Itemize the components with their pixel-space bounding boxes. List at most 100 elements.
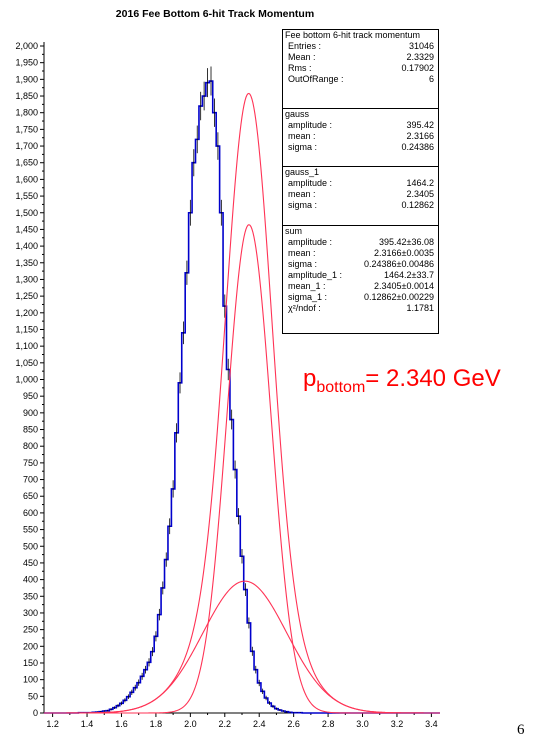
y-tick-label: 1,000 — [15, 375, 38, 385]
chart-title: 2016 Fee Bottom 6-hit Track Momentum — [115, 8, 315, 20]
y-tick-label: 1,700 — [15, 141, 38, 151]
stats-key: OutOfRange : — [288, 74, 344, 84]
stats-key: Entries : — [288, 41, 322, 51]
stats-value: 2.3405±0.0014 — [374, 281, 434, 291]
y-tick-label: 500 — [23, 541, 38, 551]
stats-row: sigma_1 : 0.12862±0.00229 — [283, 292, 438, 303]
stats-key: sigma_1 : — [288, 292, 328, 302]
y-tick-label: 1,350 — [15, 258, 38, 268]
stats-block-gauss-1: gauss_1 amplitude :1464.2 mean :2.3405 sig… — [283, 166, 438, 225]
y-tick-label: 300 — [23, 608, 38, 618]
stats-row: Mean : 2.3329 — [283, 52, 438, 63]
stats-value: 395.42±36.08 — [379, 237, 434, 247]
y-tick-label: 1,850 — [15, 91, 38, 101]
y-tick-label: 750 — [23, 458, 38, 468]
stats-value: 2.3166±0.0035 — [374, 248, 434, 258]
x-tick-label: 1.4 — [81, 719, 94, 729]
y-tick-label: 50 — [28, 691, 38, 701]
y-tick-label: 1,400 — [15, 241, 38, 251]
stats-block-sum: sum amplitude : 395.42±36.08 mean : 2.3166±… — [283, 225, 438, 335]
stats-block-histogram: Fee bottom 6-hit track momentum Entries … — [283, 30, 438, 108]
stats-row: mean : 2.3405 — [283, 189, 438, 200]
stats-value: 31046 — [408, 41, 434, 51]
fit-gauss-1-curve — [44, 224, 440, 714]
y-tick-label: 1,100 — [15, 341, 38, 351]
annotation-symbol: p — [303, 365, 317, 392]
x-tick-label: 1.8 — [150, 719, 163, 729]
stats-key: sigma : — [288, 200, 318, 210]
stats-key: mean : — [288, 248, 316, 258]
stats-value: 0.12862 — [401, 200, 434, 210]
stats-key: χ²/ndof : — [288, 303, 321, 313]
stats-row: amplitude : 395.42±36.08 — [283, 237, 438, 248]
stats-row: χ²/ndof : 1.1781 — [283, 303, 438, 314]
stats-value: 395.42 — [406, 120, 434, 130]
y-tick-label: 650 — [23, 491, 38, 501]
stats-value: 1.1781 — [406, 303, 434, 313]
y-tick-label: 1,250 — [15, 291, 38, 301]
x-tick-label: 2.8 — [322, 719, 335, 729]
stats-value: 1464.2 — [406, 178, 434, 188]
y-tick-label: 250 — [23, 625, 38, 635]
stats-value: 0.24386 — [401, 142, 434, 152]
momentum-annotation: pbottom= 2.340 GeV — [303, 365, 501, 397]
y-tick-label: 1,550 — [15, 191, 38, 201]
stats-key: sigma : — [288, 259, 318, 269]
stats-key: mean : — [288, 189, 316, 199]
x-tick-label: 2.2 — [219, 719, 232, 729]
stats-gauss-title: gauss — [285, 109, 310, 119]
y-tick-label: 350 — [23, 591, 38, 601]
y-tick-label: 200 — [23, 641, 38, 651]
x-tick-label: 3.0 — [356, 719, 369, 729]
y-tick-label: 700 — [23, 475, 38, 485]
y-tick-label: 1,800 — [15, 108, 38, 118]
stats-value: 0.17902 — [401, 63, 434, 73]
stats-value: 0.12862±0.00229 — [363, 292, 434, 302]
stats-value: 1464.2±33.7 — [384, 270, 434, 280]
x-tick-label: 3.2 — [391, 719, 404, 729]
y-tick-label: 600 — [23, 508, 38, 518]
stats-value: 2.3405 — [406, 189, 434, 199]
stats-row: amplitude_1 : 1464.2±33.7 — [283, 270, 438, 281]
stats-histogram-title: Fee bottom 6-hit track momentum — [285, 30, 421, 40]
stats-key: amplitude_1 : — [288, 270, 343, 280]
y-tick-label: 0 — [33, 708, 38, 718]
stats-row: Rms : 0.17902 — [283, 63, 438, 74]
stats-key: mean_1 : — [288, 281, 326, 291]
stats-row: mean : 2.3166±0.0035 — [283, 248, 438, 259]
y-tick-label: 550 — [23, 525, 38, 535]
stats-key: amplitude : — [288, 120, 333, 130]
stats-row: OutOfRange : 6 — [283, 74, 438, 85]
x-tick-label: 1.2 — [46, 719, 59, 729]
y-tick-label: 800 — [23, 441, 38, 451]
stats-row: sigma : 0.24386 — [283, 142, 438, 153]
y-tick-label: 100 — [23, 675, 38, 685]
y-tick-label: 1,050 — [15, 358, 38, 368]
stats-key: amplitude : — [288, 237, 333, 247]
stats-key: mean : — [288, 131, 316, 141]
stats-key: amplitude : — [288, 178, 333, 188]
x-tick-label: 2.6 — [287, 719, 300, 729]
fit-sum-curve — [44, 92, 440, 714]
y-tick-label: 850 — [23, 425, 38, 435]
page-number: 6 — [517, 722, 525, 738]
stats-row: amplitude : 395.42 — [283, 120, 438, 131]
stats-row: mean : 2.3166 — [283, 131, 438, 142]
fit-gauss-curve — [44, 580, 440, 714]
y-tick-label: 1,300 — [15, 274, 38, 284]
stats-value: 0.24386±0.00486 — [363, 259, 434, 269]
x-tick-label: 3.4 — [425, 719, 438, 729]
y-tick-label: 2,000 — [15, 41, 38, 51]
y-tick-label: 1,500 — [15, 208, 38, 218]
stats-key: Mean : — [288, 52, 316, 62]
y-tick-label: 1,200 — [15, 308, 38, 318]
annotation-subscript: bottom — [316, 379, 366, 396]
stats-row: mean_1 : 2.3405±0.0014 — [283, 281, 438, 292]
stats-value: 6 — [428, 74, 434, 84]
stats-value: 2.3166 — [406, 131, 434, 141]
y-tick-label: 1,750 — [15, 124, 38, 134]
y-tick-label: 1,900 — [15, 74, 38, 84]
y-tick-label: 450 — [23, 558, 38, 568]
stats-value: 2.3329 — [406, 52, 434, 62]
